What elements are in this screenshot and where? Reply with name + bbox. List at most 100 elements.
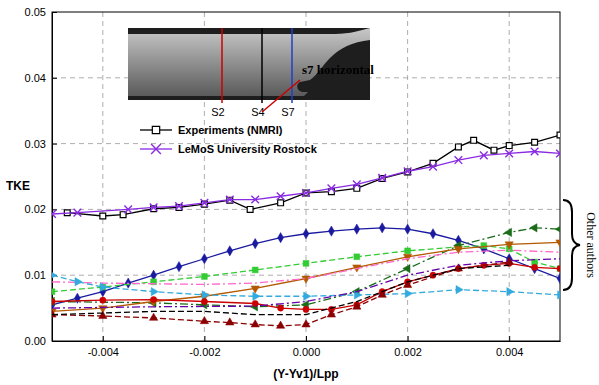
marker	[253, 292, 260, 300]
marker	[504, 228, 511, 236]
series-line	[52, 250, 560, 284]
marker	[226, 196, 234, 204]
marker	[202, 291, 209, 299]
x-axis: -0.004-0.0020.0000.0020.004	[53, 336, 561, 358]
y-axis-title: TKE	[6, 179, 30, 193]
marker	[430, 229, 436, 239]
marker	[74, 209, 82, 217]
tick-mark	[52, 78, 57, 79]
marker	[530, 224, 537, 232]
marker	[557, 132, 560, 138]
tick: 0.000	[293, 336, 321, 358]
series-line	[52, 242, 560, 311]
legend-marker	[151, 144, 161, 154]
marker	[201, 254, 207, 264]
legend-marker	[152, 126, 159, 133]
marker	[200, 316, 208, 323]
marker	[252, 239, 258, 249]
marker	[327, 310, 335, 317]
chart: -0.004-0.0020.0000.0020.0040.000.010.020…	[0, 0, 599, 385]
marker	[505, 150, 513, 158]
marker	[505, 242, 513, 249]
series-line	[52, 263, 560, 309]
marker	[278, 305, 284, 311]
marker	[278, 233, 284, 243]
marker	[532, 264, 538, 274]
marker	[302, 320, 310, 327]
tick-mark	[204, 336, 205, 341]
tick-label: 0.03	[25, 138, 46, 150]
series-line	[52, 259, 560, 308]
marker	[531, 148, 539, 156]
marker	[532, 264, 538, 270]
marker	[52, 298, 55, 304]
section-label: S2	[211, 106, 224, 118]
marker	[405, 289, 412, 297]
marker	[52, 297, 54, 305]
section-line	[261, 28, 263, 103]
marker	[99, 311, 107, 318]
marker	[247, 206, 253, 212]
marker	[532, 139, 538, 145]
marker	[378, 174, 386, 182]
marker	[150, 204, 158, 212]
marker	[507, 287, 514, 295]
series-line	[52, 275, 560, 296]
marker	[276, 321, 284, 328]
marker	[379, 223, 385, 233]
marker	[52, 310, 56, 317]
legend-entry: Experiments (NMRI)	[140, 124, 283, 136]
tick-mark	[408, 336, 409, 341]
marker	[124, 206, 132, 214]
brace	[563, 200, 580, 290]
marker	[456, 286, 463, 294]
marker	[556, 150, 560, 158]
marker	[404, 167, 412, 175]
series-line	[67, 135, 560, 216]
marker	[353, 302, 361, 309]
series-line	[52, 246, 560, 292]
tick: -0.004	[88, 336, 119, 358]
marker	[277, 192, 285, 200]
marker	[151, 287, 158, 295]
marker	[251, 320, 259, 327]
marker	[251, 286, 259, 293]
marker	[491, 147, 497, 153]
tick-mark	[52, 144, 57, 145]
section-line	[262, 80, 300, 112]
marker	[227, 246, 233, 256]
marker	[480, 152, 488, 160]
marker	[557, 266, 560, 272]
marker	[557, 273, 560, 283]
marker	[100, 283, 107, 291]
tick: 0.004	[496, 336, 524, 358]
section-line	[291, 28, 293, 103]
marker	[405, 248, 411, 254]
plot-area	[52, 132, 560, 328]
tick-label: 0.04	[25, 72, 46, 84]
marker	[555, 225, 560, 233]
annotation: Other authors	[584, 212, 598, 278]
tick-label: 0.000	[293, 346, 321, 358]
marker	[557, 266, 560, 272]
marker	[556, 240, 560, 247]
series-line	[52, 228, 560, 307]
grid	[52, 12, 560, 341]
tick-mark	[103, 336, 104, 341]
series-line	[52, 262, 509, 326]
marker	[429, 163, 437, 171]
marker	[201, 199, 209, 207]
marker	[52, 289, 55, 295]
marker	[252, 267, 258, 273]
tick: -0.002	[189, 336, 220, 358]
marker	[303, 260, 309, 266]
marker	[251, 196, 259, 204]
marker	[353, 181, 361, 189]
marker	[302, 276, 310, 283]
marker	[176, 262, 182, 272]
legend-label: LeMoS University Rostock	[178, 143, 318, 155]
marker	[100, 213, 106, 219]
annotation: s7 horizontal	[302, 62, 374, 77]
section-label: S7	[281, 106, 294, 118]
marker	[226, 318, 234, 325]
